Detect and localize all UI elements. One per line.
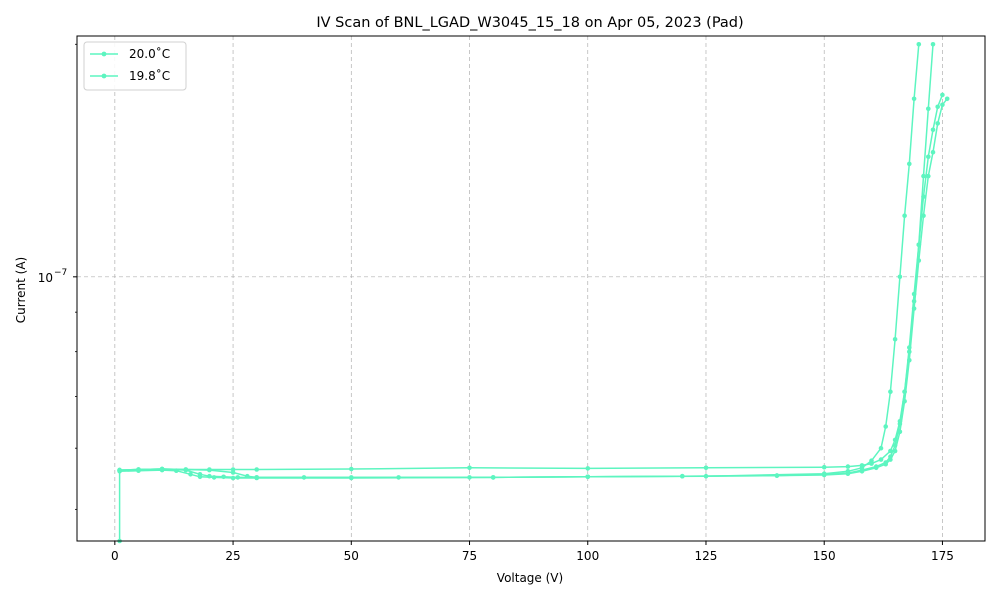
chart-title: IV Scan of BNL_LGAD_W3045_15_18 on Apr 0…: [316, 15, 743, 31]
series-1-point: [926, 173, 931, 179]
series-2-point: [117, 467, 122, 473]
legend-label-series-2: 19.8˚C: [129, 68, 170, 83]
y-axis-label: Current (A): [14, 257, 28, 323]
series-1-point: [935, 121, 940, 126]
series-2-point: [349, 475, 354, 480]
series-1-point: [873, 464, 879, 469]
series-1-point: [944, 96, 950, 102]
series-1-sweep-2-line: [119, 94, 944, 479]
x-tick-label: 150: [813, 549, 836, 563]
series-2-point: [183, 467, 189, 472]
legend-marker-series-1: [101, 51, 107, 57]
series-2-point: [892, 437, 898, 443]
series-1-point: [883, 460, 888, 465]
axis-ticks: 0 25 50 75 100 125 150 175 10 −7: [38, 43, 954, 563]
series-2-point: [907, 349, 912, 355]
series-2-point: [878, 457, 884, 462]
series-2-point: [878, 445, 884, 451]
series-2-point: [230, 467, 236, 472]
series-1-point: [930, 127, 936, 133]
series-1-point: [188, 472, 193, 477]
series-1-point: [935, 104, 940, 110]
legend-marker-series-2: [101, 73, 107, 79]
legend: 20.0˚C 19.8˚C: [83, 41, 187, 91]
series-2-point: [911, 298, 917, 304]
series-2-point: [902, 213, 907, 218]
series-1-point: [930, 149, 936, 155]
x-tick-label: 0: [111, 549, 119, 563]
plot-frame: [76, 35, 986, 542]
series-2-point: [926, 106, 931, 112]
legend-label-series-1: 20.0˚C: [129, 46, 170, 61]
series-2-point: [921, 173, 926, 179]
series-2-point: [254, 475, 259, 480]
series-2-point: [892, 337, 898, 342]
x-tick-label: 50: [344, 549, 359, 563]
series-2-point: [136, 467, 141, 472]
series-2-point: [888, 448, 893, 454]
series-2-point: [703, 465, 709, 471]
data-series: [117, 42, 950, 544]
series-1-point: [230, 475, 236, 481]
x-tick-label: 25: [225, 549, 240, 563]
series-2-point: [888, 389, 893, 395]
series-2-point: [916, 42, 922, 47]
series-2-point: [902, 389, 907, 395]
series-2-point: [897, 274, 903, 280]
series-2-point: [585, 466, 591, 471]
series-1-point: [211, 475, 217, 480]
series-2-point: [845, 464, 851, 469]
series-2-point: [930, 42, 936, 47]
series-1-point: [888, 454, 893, 460]
series-2-point: [883, 424, 888, 429]
series-2-point: [254, 467, 259, 472]
grid: [77, 36, 985, 541]
series-2-point: [911, 96, 917, 102]
series-2-point: [821, 471, 827, 477]
x-tick-label: 125: [695, 549, 718, 563]
series-2-sweep-2-line: [119, 44, 934, 471]
series-2-point: [916, 242, 922, 248]
x-tick-label: 100: [576, 549, 599, 563]
series-2-point: [859, 463, 865, 468]
series-2-point: [467, 475, 472, 480]
series-2-point: [585, 474, 591, 480]
series-2-point: [821, 464, 827, 470]
series-2-point: [869, 461, 874, 466]
series-2-point: [349, 466, 354, 472]
series-2-point: [467, 465, 472, 471]
x-axis-label: Voltage (V): [497, 571, 563, 585]
y-tick-label: 10: [38, 271, 53, 285]
series-2-point: [703, 473, 709, 479]
x-tick-label: 175: [931, 549, 954, 563]
series-2-point: [159, 466, 165, 472]
series-1-point: [940, 92, 945, 98]
series-2-point: [245, 473, 250, 479]
series-1-point: [940, 102, 945, 108]
series-2-point: [845, 469, 851, 474]
series-2-point: [907, 161, 912, 167]
series-2-sweep-1-line: [119, 44, 920, 479]
series-2-point: [897, 419, 903, 424]
series-2-point: [207, 467, 212, 472]
y-tick-label-exponent: −7: [54, 268, 67, 278]
x-tick-label: 75: [462, 549, 477, 563]
series-1-point: [197, 474, 203, 480]
series-1-point: [926, 154, 931, 160]
